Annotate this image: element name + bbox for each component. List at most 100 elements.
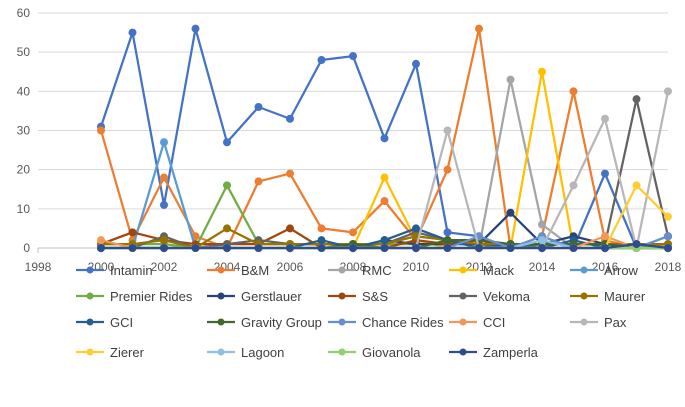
data-point (664, 87, 672, 96)
x-tick-label: 2010 (403, 260, 430, 274)
x-tick-label: 2014 (529, 260, 556, 274)
legend-swatch-marker (338, 292, 346, 300)
x-tick-label: 2004 (214, 260, 241, 274)
data-point (380, 244, 389, 252)
legend-swatch-marker (580, 266, 588, 274)
data-point (286, 224, 294, 233)
legend-item: RMC (328, 263, 392, 278)
legend-item: Vekoma (449, 289, 531, 304)
y-tick-label: 60 (17, 6, 31, 20)
data-point (286, 169, 294, 178)
legend-label: RMC (362, 263, 392, 278)
data-point (538, 244, 546, 252)
data-point (601, 244, 609, 252)
data-point (475, 24, 483, 33)
x-tick-label: 2006 (277, 260, 304, 274)
data-point (223, 138, 231, 147)
data-point (664, 232, 672, 241)
series-zamperla (97, 240, 672, 252)
data-point (475, 244, 483, 252)
data-point (317, 224, 326, 233)
series-arrow (97, 138, 672, 252)
data-point (538, 220, 546, 229)
legend-item: Gerstlauer (207, 289, 302, 304)
legend-item: Chance Rides (328, 315, 444, 330)
data-point (443, 228, 452, 237)
data-point (97, 244, 105, 252)
data-point (443, 165, 452, 174)
data-point (664, 212, 672, 221)
data-point (128, 228, 137, 237)
data-point (160, 200, 168, 209)
y-tick-label: 20 (17, 163, 31, 177)
data-point (286, 114, 294, 123)
y-tick-label: 30 (17, 124, 31, 138)
legend-label: S&S (362, 289, 388, 304)
legend-label: B&M (241, 263, 269, 278)
data-point (317, 56, 326, 64)
data-point (128, 28, 137, 37)
series-rmc (97, 75, 672, 252)
legend: Intamin B&M RMC Mack Arrow Premier Rides Gerst… (76, 263, 646, 360)
data-point (601, 232, 609, 241)
legend-item: Intamin (76, 263, 153, 278)
data-point (223, 224, 231, 233)
legend-swatch-marker (338, 318, 346, 326)
y-tick-label: 10 (17, 202, 31, 216)
data-point (160, 244, 168, 252)
legend-item: Zamperla (449, 345, 539, 360)
y-tick-label: 50 (17, 45, 31, 59)
legend-swatch-marker (86, 318, 94, 326)
legend-item: Giovanola (328, 345, 421, 360)
legend-item: Arrow (570, 263, 639, 278)
data-point (443, 236, 452, 245)
legend-swatch-marker (580, 318, 588, 326)
data-point (380, 173, 389, 182)
legend-label: Maurer (604, 289, 646, 304)
series-line (101, 141, 668, 250)
y-tick-label: 0 (23, 241, 30, 255)
data-point (254, 177, 263, 186)
data-point (349, 228, 357, 237)
data-point (412, 59, 420, 68)
x-tick-label: 2002 (151, 260, 178, 274)
data-point (601, 114, 609, 123)
data-point (160, 138, 168, 147)
x-tick-label: 1998 (25, 260, 52, 274)
data-point (601, 169, 609, 178)
data-point (286, 244, 294, 252)
data-point (191, 244, 200, 252)
x-tick-label: 2018 (655, 260, 682, 274)
legend-item: CCI (449, 315, 505, 330)
data-point (506, 244, 515, 252)
series-intamin (97, 24, 672, 252)
data-point (664, 244, 672, 252)
legend-label: Gerstlauer (241, 289, 302, 304)
data-point (632, 240, 641, 249)
legend-label: Zierer (110, 345, 145, 360)
legend-item: Zierer (76, 345, 145, 360)
data-point (380, 134, 389, 143)
legend-label: Intamin (110, 263, 153, 278)
data-point (632, 181, 641, 190)
data-point (412, 244, 420, 252)
legend-label: Giovanola (362, 345, 421, 360)
legend-swatch-marker (459, 266, 467, 274)
legend-label: CCI (483, 315, 505, 330)
legend-item: Pax (570, 315, 627, 330)
data-point (349, 52, 357, 61)
data-point (254, 244, 263, 252)
legend-label: Chance Rides (362, 315, 444, 330)
legend-item: B&M (207, 263, 269, 278)
data-point (380, 236, 389, 245)
legend-swatch-marker (86, 348, 94, 356)
data-point (506, 75, 515, 84)
legend-label: Vekoma (483, 289, 531, 304)
data-point (97, 126, 105, 135)
data-point (160, 173, 168, 182)
legend-item: Gravity Group (207, 315, 322, 330)
legend-label: Premier Rides (110, 289, 193, 304)
data-point (128, 244, 137, 252)
legend-swatch-marker (217, 348, 225, 356)
